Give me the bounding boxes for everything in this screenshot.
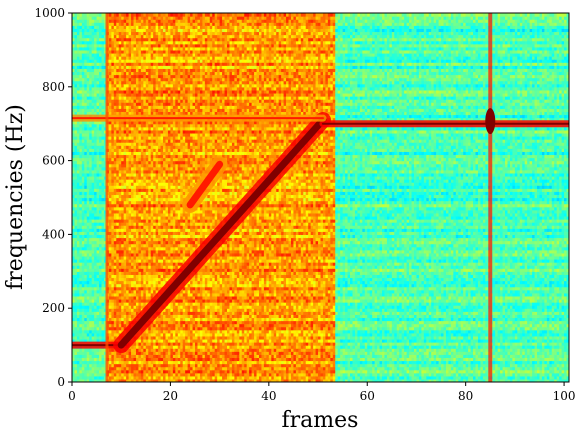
heatmap: [72, 13, 570, 383]
